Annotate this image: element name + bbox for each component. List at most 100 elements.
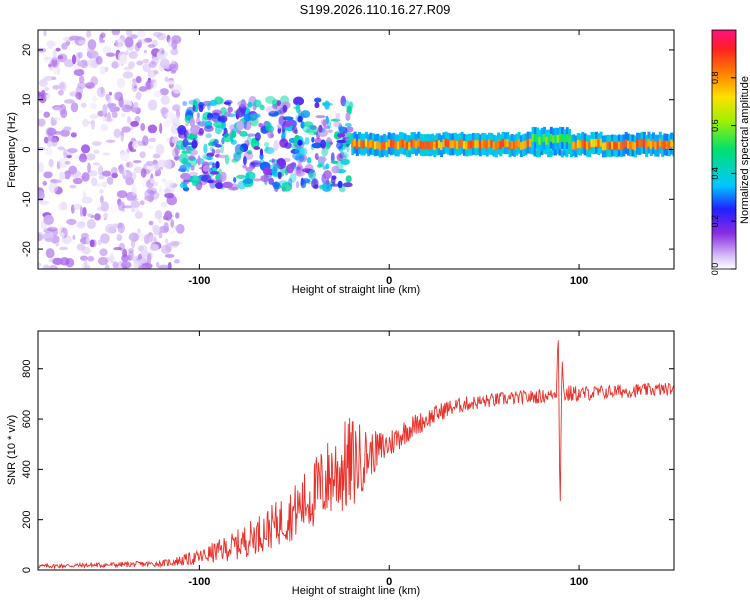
spectrogram-blob — [108, 91, 113, 96]
spectrogram-blob — [147, 79, 156, 83]
spectrogram-blob — [44, 75, 54, 81]
spectrogram-blob — [117, 222, 125, 234]
spectrogram-blob — [336, 133, 346, 138]
spectrogram-blob — [211, 162, 216, 168]
spectrogram-blob — [147, 44, 156, 48]
spectrogram-blob — [70, 170, 82, 178]
spectrogram-blob — [55, 242, 60, 247]
spectrogram-blob — [91, 50, 99, 59]
spectrogram-blob — [50, 116, 55, 127]
spectrogram-blob — [111, 166, 118, 175]
spectrogram-band-core — [604, 142, 608, 151]
spectrogram-band-core — [554, 134, 558, 143]
spectrogram-blob — [233, 151, 238, 159]
spectrogram-blob — [224, 154, 230, 165]
spectrogram-band-core — [513, 141, 517, 150]
spectrogram-blob — [219, 171, 227, 182]
spectrogram-band-core — [371, 140, 375, 149]
spectrogram-blob — [113, 246, 123, 251]
spectrogram-blob — [186, 128, 191, 138]
spectrogram-blob — [89, 114, 99, 119]
spectrogram-blob — [246, 135, 252, 146]
spectrogram-blob — [153, 90, 162, 98]
spectrogram-blob — [125, 105, 131, 110]
spectrogram-blob — [128, 61, 135, 69]
spectrogram-blob — [159, 88, 169, 96]
spectrogram-band-core — [522, 141, 526, 150]
spectrogram-band-core — [378, 142, 382, 151]
spectrogram-blob — [82, 118, 89, 128]
spectrogram-band-core — [519, 142, 523, 151]
spectrogram-band-core — [403, 140, 407, 149]
spectrogram-blob — [147, 124, 158, 134]
spectrogram-blob — [325, 179, 330, 185]
spectrogram-blob — [90, 76, 99, 86]
x-tick-label: 0 — [386, 576, 392, 588]
spectrogram-blob — [296, 163, 303, 170]
spectrogram-blob — [44, 86, 50, 92]
spectrogram-blob — [325, 140, 331, 150]
spectrogram-band-core — [583, 140, 587, 149]
spectrogram-blob — [90, 119, 95, 130]
spectrogram-blob — [270, 162, 280, 173]
spectrogram-blob — [304, 137, 310, 145]
spectrogram-band-core — [588, 142, 592, 151]
spectrogram-blob — [150, 77, 158, 89]
spectrogram-blob — [173, 259, 180, 264]
spectrogram-blob — [230, 139, 237, 145]
snr-panel: -100 0 100 0 200 400 600 800 Height of straigh… — [6, 330, 675, 597]
spectrogram-blob — [182, 100, 188, 107]
spectrogram-blob — [89, 239, 95, 248]
spectrogram-band-core — [649, 141, 653, 150]
spectrogram-blob — [55, 47, 61, 52]
spectrogram-blob — [218, 154, 227, 159]
spectrogram-blob — [102, 152, 111, 156]
spectrogram-blob — [215, 148, 222, 154]
spectrogram-y-label: Frequency (Hz) — [6, 112, 18, 188]
spectrogram-blob — [165, 242, 172, 253]
spectrogram-blob — [45, 248, 55, 259]
spectrogram-blob — [189, 117, 196, 128]
spectrogram-blob — [38, 109, 44, 114]
spectrogram-blob — [146, 187, 158, 195]
spectrogram-band-core — [663, 140, 667, 149]
spectrogram-blob — [118, 163, 125, 175]
spectrogram-blob — [140, 168, 147, 178]
spectrogram-blob — [146, 253, 152, 265]
spectrogram-blob — [58, 82, 65, 90]
spectrogram-band-core — [410, 139, 414, 148]
spectrogram-blob — [63, 170, 71, 180]
spectrogram-blob — [345, 126, 354, 133]
spectrogram-blob — [69, 35, 80, 41]
spectrogram-blob — [52, 117, 60, 121]
colorbar-tick-label: 0.8 — [710, 72, 720, 85]
spectrogram-blob — [52, 64, 58, 75]
spectrogram-blob — [61, 42, 68, 50]
spectrogram-blob — [71, 54, 77, 65]
spectrogram-blob — [160, 201, 168, 208]
spectrogram-band-core — [610, 141, 614, 150]
spectrogram-band-core — [581, 138, 585, 147]
spectrogram-band-core — [433, 142, 437, 151]
spectrogram-blob — [116, 190, 128, 199]
spectrogram-band-core — [510, 140, 514, 149]
spectrogram-blob — [140, 38, 148, 45]
spectrogram-blob — [242, 164, 247, 169]
spectrogram-blob — [94, 213, 101, 221]
spectrogram-blob — [185, 162, 190, 173]
spectrogram-blob — [343, 100, 350, 108]
spectrogram-blob — [262, 167, 272, 176]
spectrogram-band-core — [419, 140, 423, 149]
spectrogram-blob — [137, 253, 143, 260]
spectrogram-blob — [286, 163, 295, 174]
spectrogram-blob — [111, 111, 118, 119]
spectrogram-blob — [78, 51, 83, 59]
spectrogram-band-core — [563, 136, 567, 145]
spectrogram-band-core — [387, 139, 391, 148]
spectrogram-blob — [171, 117, 181, 126]
spectrogram-band-core — [449, 140, 453, 149]
spectrogram-blob — [206, 152, 215, 158]
spectrogram-blob — [182, 138, 189, 148]
spectrogram-band-core — [353, 138, 357, 147]
colorbar: 0.0 0.2 0.4 0.6 0.8 Normalized spectral ampl… — [710, 29, 750, 275]
